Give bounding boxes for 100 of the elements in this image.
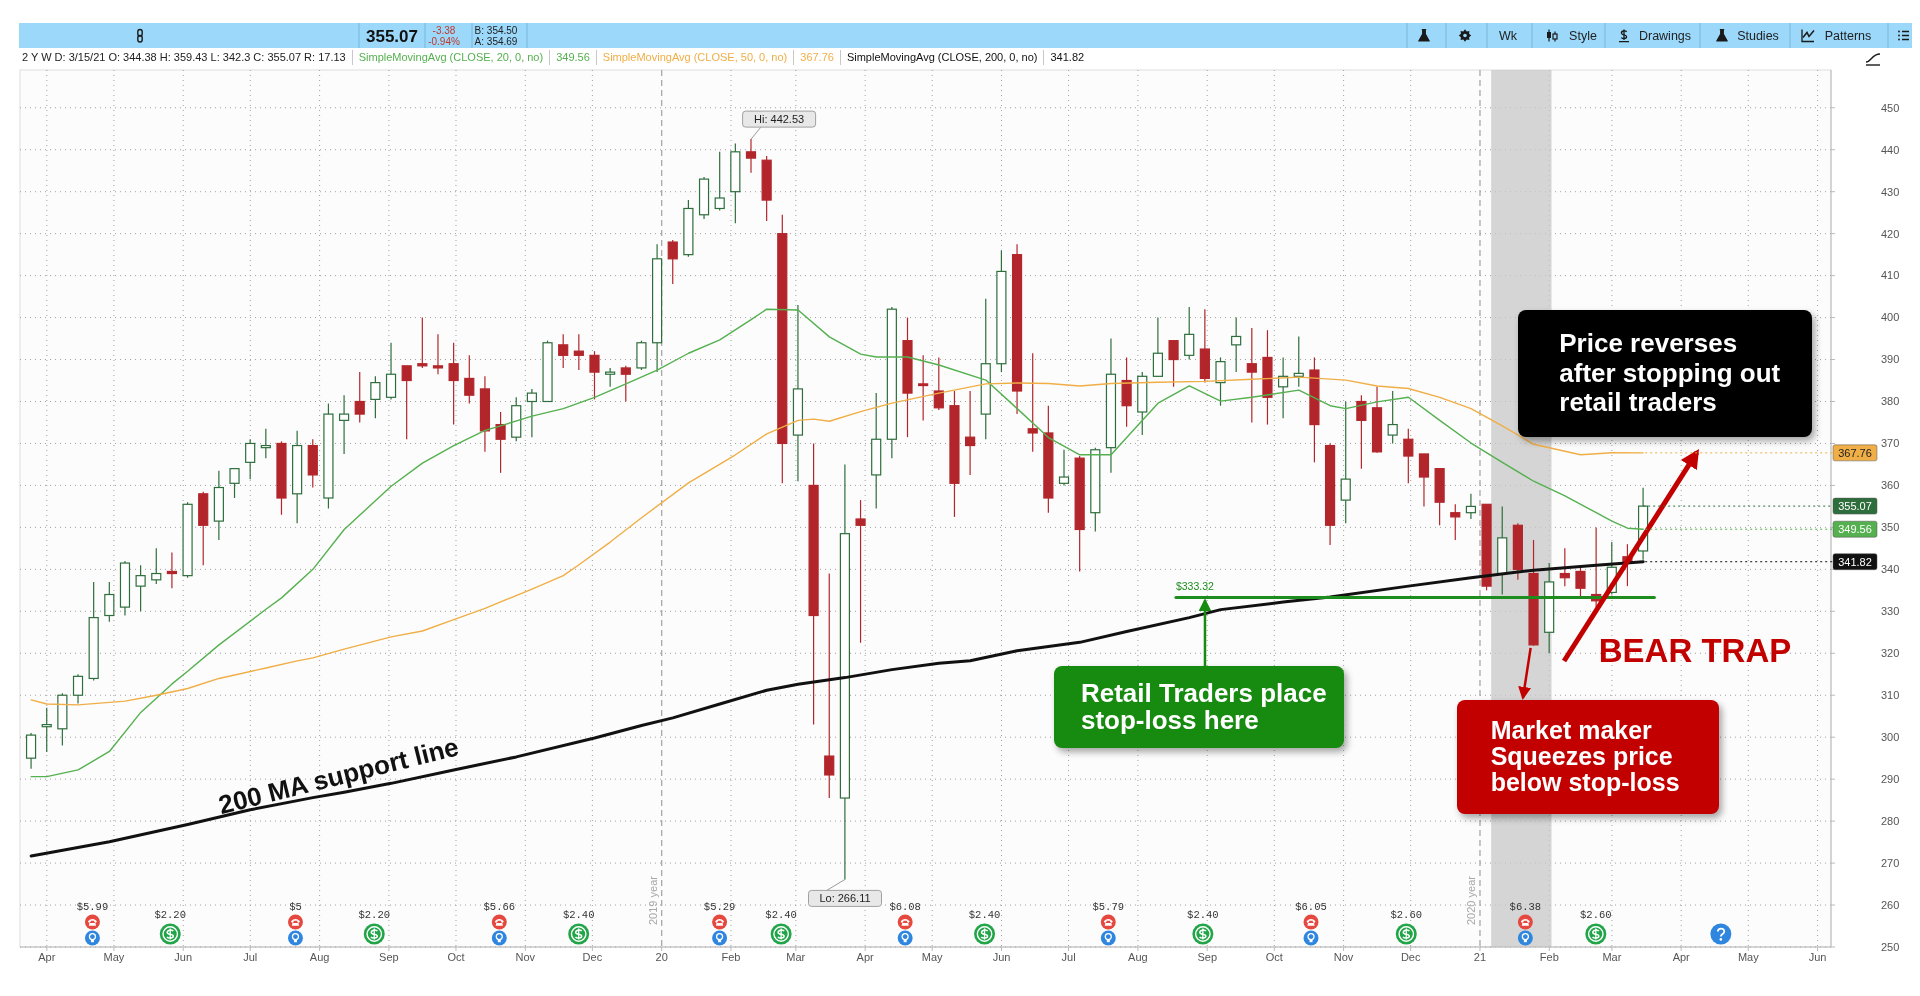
candlestick xyxy=(104,581,115,623)
x-tick-label: Nov xyxy=(1333,950,1354,963)
candlestick xyxy=(245,438,256,480)
y-tick-label: 270 xyxy=(1881,856,1900,869)
candlestick xyxy=(1340,400,1351,524)
annotation: $2.40 xyxy=(765,909,797,921)
candlestick xyxy=(166,551,178,589)
x-tick-label: Mar xyxy=(1602,950,1622,963)
candlestick xyxy=(1184,306,1195,361)
x-tick-label: Jun xyxy=(1808,950,1827,963)
annotation: $2.40 xyxy=(562,909,595,921)
y-tick-label: 380 xyxy=(1881,395,1900,408)
candlestick xyxy=(918,354,929,421)
y-tick-label: 420 xyxy=(1881,227,1900,240)
annotation: $5.66 xyxy=(483,901,516,913)
x-tick-label: Jun xyxy=(992,950,1011,963)
x-tick-label: Apr xyxy=(856,950,875,963)
x-tick-label: Apr xyxy=(1672,950,1691,963)
candlestick xyxy=(432,333,444,375)
annotation: $2.20 xyxy=(358,909,391,921)
x-tick-label: May xyxy=(103,950,125,963)
text: Style xyxy=(1569,29,1597,44)
annotation: $5.29 xyxy=(703,901,736,913)
candlestick xyxy=(1215,356,1226,407)
annotation: $2.60 xyxy=(1580,909,1612,921)
candlestick xyxy=(370,375,381,419)
candlestick xyxy=(1293,335,1304,388)
annotation: $5 xyxy=(289,901,302,913)
text: 349.56 xyxy=(556,51,590,63)
candlestick xyxy=(72,673,84,705)
y-tick-label: 280 xyxy=(1881,814,1900,827)
candlestick xyxy=(855,499,866,644)
x-tick-label: Feb xyxy=(1539,950,1559,963)
text: -0.94% xyxy=(428,35,460,47)
candlestick xyxy=(229,468,240,499)
x-tick-label: Aug xyxy=(1128,950,1148,963)
y-tick-label: 260 xyxy=(1881,898,1900,911)
x-tick-label: Oct xyxy=(447,950,465,963)
candlestick xyxy=(464,354,475,405)
annotation: $6.05 xyxy=(1295,901,1327,913)
annotation: 2020 year xyxy=(1464,875,1477,925)
x-tick-label: Oct xyxy=(1265,950,1283,963)
annotation: Price reverses after stopping out retail traders xyxy=(1518,310,1813,437)
x-tick-label: Dec xyxy=(582,950,603,963)
text: Patterns xyxy=(1824,29,1872,44)
candlestick xyxy=(338,394,350,455)
x-tick-label: Dec xyxy=(1400,950,1421,963)
candlestick xyxy=(1450,503,1461,541)
annotation: BEAR TRAP xyxy=(1598,631,1792,669)
annotation: Market maker Squeezes price below stop-loss xyxy=(1456,699,1719,814)
candlestick xyxy=(417,316,428,369)
data-label: 341.82 xyxy=(1838,555,1872,568)
candlestick xyxy=(667,239,678,285)
x-tick-label: Jun xyxy=(174,950,193,963)
annotation: 200 MA support line xyxy=(215,731,462,821)
x-tick-label: Jul xyxy=(1061,950,1076,963)
candlestick xyxy=(135,564,146,612)
annotation: $6.38 xyxy=(1509,901,1542,913)
candlestick xyxy=(1356,394,1367,470)
x-tick-label: May xyxy=(921,950,944,963)
candlestick xyxy=(1058,449,1070,487)
candlestick xyxy=(824,572,835,799)
annotation: $5.99 xyxy=(76,901,109,913)
candlestick xyxy=(526,388,537,438)
y-tick-label: 440 xyxy=(1881,143,1900,156)
annotation: $2.40 xyxy=(968,909,1001,921)
x-tick-label: 20 xyxy=(655,950,668,963)
text: -3.38 xyxy=(432,24,456,36)
candlestick xyxy=(933,356,944,411)
x-tick-label: Sep xyxy=(1197,950,1217,963)
y-tick-label: 410 xyxy=(1881,269,1900,282)
candlestick xyxy=(1387,390,1398,445)
candlestick xyxy=(573,333,584,371)
annotation: Lo: 266.11 xyxy=(819,892,871,905)
candlestick xyxy=(965,390,976,476)
candlestick xyxy=(620,365,631,403)
annotation: $5.79 xyxy=(1092,901,1125,913)
annotation: $6.08 xyxy=(889,901,921,913)
y-tick-label: 340 xyxy=(1881,563,1900,576)
data-label: 349.56 xyxy=(1838,523,1872,536)
y-tick-label: 390 xyxy=(1881,353,1900,366)
y-tick-label: 250 xyxy=(1881,940,1900,953)
candlestick xyxy=(1168,340,1179,388)
annotation: $2.60 xyxy=(1390,909,1423,921)
annotation: $2.20 xyxy=(154,909,186,921)
y-tick-label: 300 xyxy=(1881,731,1900,744)
text: SimpleMovingAvg (CLOSE, 20, 0, no) xyxy=(351,50,550,65)
candlestick xyxy=(589,350,600,400)
candlestick xyxy=(1246,327,1257,424)
annotation: Retail Traders place stop-loss here xyxy=(1053,666,1344,749)
y-tick-label: 400 xyxy=(1881,311,1900,324)
candlestick xyxy=(1403,428,1414,484)
y-tick-label: 350 xyxy=(1881,521,1900,534)
candlestick xyxy=(260,428,271,459)
text: 367.76 xyxy=(800,51,834,63)
x-tick-label: Apr xyxy=(38,950,56,963)
y-tick-label: 370 xyxy=(1881,437,1900,450)
annotation: Hi: 442.53 xyxy=(754,113,805,126)
x-tick-label: Aug xyxy=(309,950,330,963)
candlestick xyxy=(1152,316,1164,377)
